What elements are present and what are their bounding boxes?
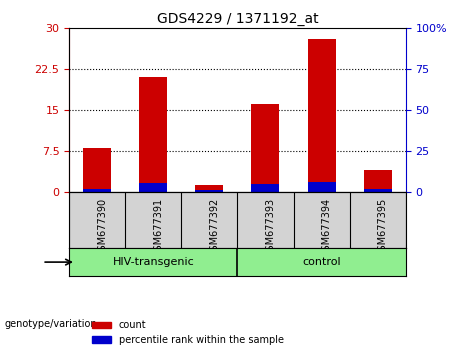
- Text: control: control: [302, 257, 341, 267]
- Bar: [195, 185, 224, 192]
- Text: GSM677394: GSM677394: [322, 198, 331, 257]
- Bar: [83, 189, 111, 192]
- Title: GDS4229 / 1371192_at: GDS4229 / 1371192_at: [157, 12, 318, 26]
- Bar: [83, 148, 111, 192]
- Bar: [139, 183, 167, 192]
- Text: GSM677393: GSM677393: [266, 198, 276, 257]
- Text: HIV-transgenic: HIV-transgenic: [112, 257, 194, 267]
- Bar: [307, 39, 336, 192]
- Bar: [307, 182, 336, 192]
- Bar: [139, 78, 167, 192]
- Text: GSM677390: GSM677390: [97, 198, 107, 257]
- Text: GSM677395: GSM677395: [378, 198, 388, 257]
- Bar: [251, 104, 279, 192]
- Bar: [251, 184, 279, 192]
- Text: genotype/variation: genotype/variation: [5, 319, 97, 329]
- Legend: count, percentile rank within the sample: count, percentile rank within the sample: [88, 316, 288, 349]
- Text: GSM677391: GSM677391: [153, 198, 163, 257]
- Bar: [364, 170, 392, 192]
- Bar: [195, 190, 224, 192]
- Text: GSM677392: GSM677392: [209, 198, 219, 257]
- Bar: [364, 189, 392, 192]
